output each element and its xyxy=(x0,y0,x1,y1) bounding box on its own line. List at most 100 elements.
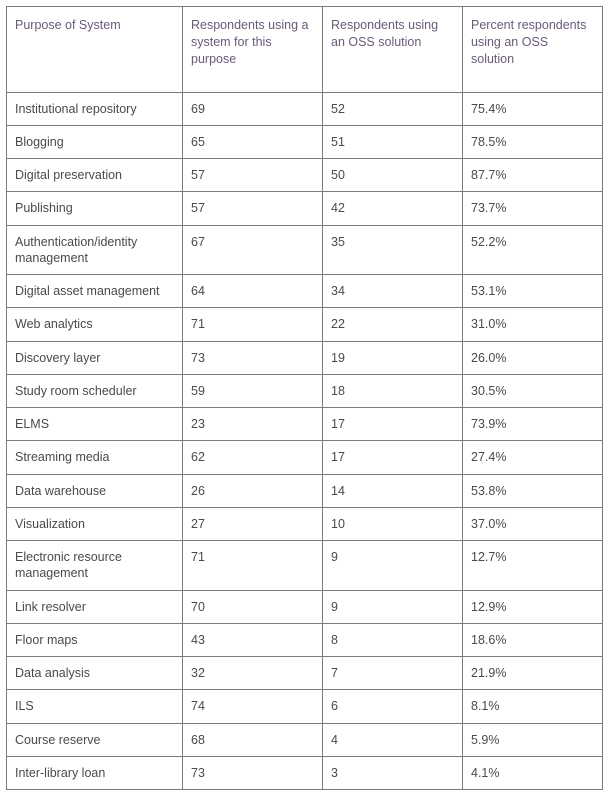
table-cell: 62 xyxy=(183,441,323,474)
table-cell: 50 xyxy=(323,159,463,192)
table-cell: 18.6% xyxy=(463,623,603,656)
table-cell: 67 xyxy=(183,225,323,275)
col-header-percent-oss: Percent respondents using an OSS solutio… xyxy=(463,7,603,93)
table-row: Digital asset management643453.1% xyxy=(7,275,603,308)
table-cell: Blogging xyxy=(7,125,183,158)
table-cell: 27.4% xyxy=(463,441,603,474)
table-cell: 35 xyxy=(323,225,463,275)
table-cell: 3 xyxy=(323,756,463,789)
table-cell: 73 xyxy=(183,341,323,374)
table-cell: 34 xyxy=(323,275,463,308)
table-row: Data analysis32721.9% xyxy=(7,657,603,690)
table-cell: Digital asset management xyxy=(7,275,183,308)
table-cell: 4 xyxy=(323,723,463,756)
table-cell: 9 xyxy=(323,590,463,623)
table-cell: 17 xyxy=(323,408,463,441)
table-cell: 69 xyxy=(183,92,323,125)
table-row: Visualization271037.0% xyxy=(7,507,603,540)
table-cell: 59 xyxy=(183,374,323,407)
table-row: Digital preservation575087.7% xyxy=(7,159,603,192)
table-cell: 57 xyxy=(183,159,323,192)
table-cell: 87.7% xyxy=(463,159,603,192)
table-row: Authentication/identity management673552… xyxy=(7,225,603,275)
table-row: Streaming media621727.4% xyxy=(7,441,603,474)
col-header-purpose: Purpose of System xyxy=(7,7,183,93)
table-cell: ELMS xyxy=(7,408,183,441)
table-cell: 5.9% xyxy=(463,723,603,756)
table-cell: Course reserve xyxy=(7,723,183,756)
table-cell: Inter-library loan xyxy=(7,756,183,789)
table-row: Electronic resource management71912.7% xyxy=(7,541,603,591)
table-row: ELMS231773.9% xyxy=(7,408,603,441)
table-cell: Digital preservation xyxy=(7,159,183,192)
table-cell: 75.4% xyxy=(463,92,603,125)
table-cell: Floor maps xyxy=(7,623,183,656)
table-cell: 65 xyxy=(183,125,323,158)
table-cell: 12.7% xyxy=(463,541,603,591)
table-cell: 10 xyxy=(323,507,463,540)
table-cell: 73.7% xyxy=(463,192,603,225)
table-cell: 73 xyxy=(183,756,323,789)
table-cell: 8.1% xyxy=(463,690,603,723)
table-cell: 43 xyxy=(183,623,323,656)
col-header-respondents-system: Respondents using a system for this purp… xyxy=(183,7,323,93)
table-cell: 73.9% xyxy=(463,408,603,441)
table-cell: Publishing xyxy=(7,192,183,225)
table-row: Data warehouse261453.8% xyxy=(7,474,603,507)
table-cell: 8 xyxy=(323,623,463,656)
table-cell: 74 xyxy=(183,690,323,723)
table-cell: 32 xyxy=(183,657,323,690)
table-cell: 7 xyxy=(323,657,463,690)
table-cell: ILS xyxy=(7,690,183,723)
table-cell: 71 xyxy=(183,541,323,591)
table-cell: Electronic resource management xyxy=(7,541,183,591)
table-cell: Streaming media xyxy=(7,441,183,474)
table-cell: Data analysis xyxy=(7,657,183,690)
table-cell: 52.2% xyxy=(463,225,603,275)
table-cell: 30.5% xyxy=(463,374,603,407)
table-cell: 21.9% xyxy=(463,657,603,690)
table-cell: 9 xyxy=(323,541,463,591)
table-cell: 4.1% xyxy=(463,756,603,789)
table-cell: 6 xyxy=(323,690,463,723)
table-cell: Institutional repository xyxy=(7,92,183,125)
table-cell: 14 xyxy=(323,474,463,507)
table-row: Inter-library loan7334.1% xyxy=(7,756,603,789)
table-cell: 22 xyxy=(323,308,463,341)
table-body: Institutional repository695275.4%Bloggin… xyxy=(7,92,603,790)
table-cell: 53.1% xyxy=(463,275,603,308)
table-cell: 68 xyxy=(183,723,323,756)
table-cell: 78.5% xyxy=(463,125,603,158)
table-cell: 70 xyxy=(183,590,323,623)
table-row: Floor maps43818.6% xyxy=(7,623,603,656)
table-cell: 19 xyxy=(323,341,463,374)
table-cell: 17 xyxy=(323,441,463,474)
oss-usage-table: Purpose of System Respondents using a sy… xyxy=(6,6,603,790)
table-cell: 12.9% xyxy=(463,590,603,623)
table-cell: 52 xyxy=(323,92,463,125)
table-row: Web analytics712231.0% xyxy=(7,308,603,341)
col-header-respondents-oss: Respondents using an OSS solution xyxy=(323,7,463,93)
table-cell: 42 xyxy=(323,192,463,225)
table-row: Blogging655178.5% xyxy=(7,125,603,158)
table-row: Study room scheduler591830.5% xyxy=(7,374,603,407)
table-cell: Web analytics xyxy=(7,308,183,341)
table-cell: 18 xyxy=(323,374,463,407)
table-cell: 27 xyxy=(183,507,323,540)
table-row: Publishing574273.7% xyxy=(7,192,603,225)
table-header: Purpose of System Respondents using a sy… xyxy=(7,7,603,93)
table-cell: Link resolver xyxy=(7,590,183,623)
table-row: Course reserve6845.9% xyxy=(7,723,603,756)
table-row: Institutional repository695275.4% xyxy=(7,92,603,125)
table-cell: 37.0% xyxy=(463,507,603,540)
table-cell: 71 xyxy=(183,308,323,341)
table-cell: Authentication/identity management xyxy=(7,225,183,275)
table-cell: Visualization xyxy=(7,507,183,540)
table-row: ILS7468.1% xyxy=(7,690,603,723)
table-row: Link resolver70912.9% xyxy=(7,590,603,623)
table-cell: Data warehouse xyxy=(7,474,183,507)
table-cell: 26 xyxy=(183,474,323,507)
table-cell: Discovery layer xyxy=(7,341,183,374)
table-cell: Study room scheduler xyxy=(7,374,183,407)
table-row: Discovery layer731926.0% xyxy=(7,341,603,374)
